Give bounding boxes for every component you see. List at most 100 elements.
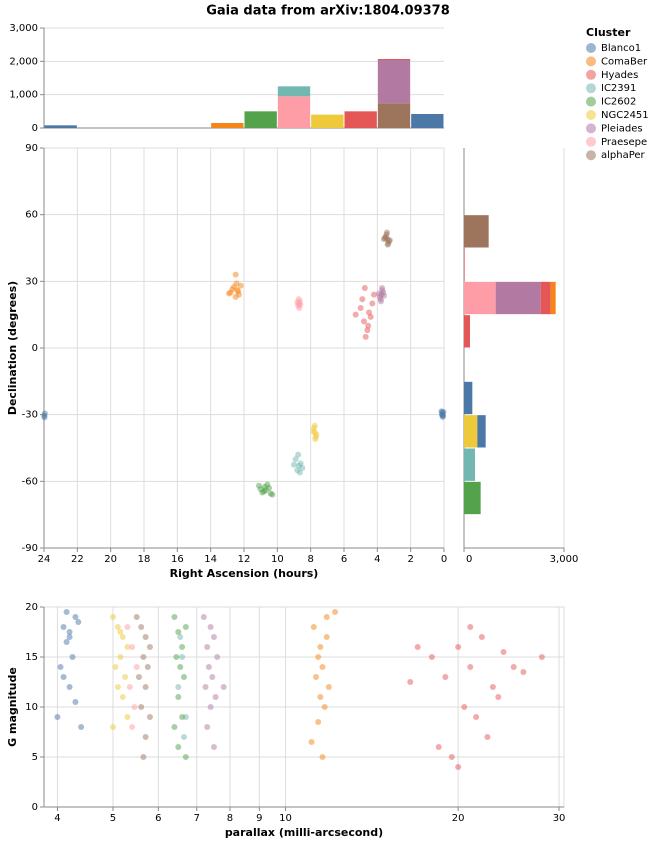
point <box>478 634 485 640</box>
point <box>439 412 446 419</box>
point <box>232 271 239 278</box>
x-tick-label: 24 <box>38 554 51 565</box>
legend-symbol <box>586 96 596 107</box>
point <box>205 664 212 670</box>
legend-symbol <box>586 123 596 134</box>
legend-label: IC2602 <box>601 97 636 108</box>
point <box>133 614 140 620</box>
legend-title: Cluster <box>586 26 631 39</box>
point <box>220 684 227 690</box>
point <box>455 764 462 770</box>
point <box>182 754 189 760</box>
legend-symbol <box>586 56 596 67</box>
point <box>352 311 359 318</box>
point <box>66 629 73 635</box>
point <box>292 456 299 463</box>
point <box>142 684 149 690</box>
legend-symbol <box>586 150 596 161</box>
point <box>414 644 421 650</box>
point <box>455 644 462 650</box>
point <box>75 619 82 625</box>
legend-label: NGC2451 <box>601 110 649 121</box>
point <box>291 461 297 468</box>
point <box>214 654 221 660</box>
point <box>362 333 369 340</box>
point <box>109 724 116 730</box>
point <box>129 644 136 650</box>
x-tick-label: 0 <box>441 554 447 565</box>
legend-label: Blanco1 <box>601 43 641 54</box>
x-tick-label: 18 <box>138 554 151 565</box>
y-tick-label: 10 <box>25 702 38 713</box>
point <box>317 644 324 650</box>
point <box>312 436 319 443</box>
point <box>311 422 318 429</box>
point <box>297 301 304 308</box>
y-tick-label: 0 <box>32 343 38 354</box>
point <box>177 634 184 640</box>
bar <box>464 448 475 481</box>
bar <box>464 215 489 248</box>
point <box>57 664 64 670</box>
point <box>131 704 138 710</box>
point <box>489 684 496 690</box>
point <box>129 724 136 730</box>
x-tick-label: 22 <box>71 554 84 565</box>
legend-label: Pleiades <box>601 123 643 134</box>
point <box>310 624 317 630</box>
bar <box>495 281 541 315</box>
bar <box>244 111 277 128</box>
bar <box>477 415 486 448</box>
point <box>319 754 326 760</box>
point <box>140 754 147 760</box>
point <box>369 300 376 307</box>
point <box>361 285 368 291</box>
point <box>467 664 474 670</box>
point <box>179 654 186 660</box>
point <box>204 724 211 730</box>
point <box>295 451 302 458</box>
bar <box>277 96 311 128</box>
x-tick-label: 4 <box>374 554 380 565</box>
point <box>212 694 219 700</box>
x-tick-label: 6 <box>341 554 347 565</box>
point <box>122 674 129 680</box>
point <box>175 684 182 690</box>
x-tick-label: 30 <box>553 813 566 824</box>
bar <box>464 248 465 281</box>
point <box>321 704 328 710</box>
point <box>442 674 449 680</box>
legend-label: Hyades <box>601 70 638 81</box>
point <box>171 724 178 730</box>
point <box>428 654 435 660</box>
point <box>66 634 73 640</box>
point <box>146 714 153 720</box>
bar <box>44 125 77 128</box>
point <box>146 644 153 650</box>
point <box>226 290 232 297</box>
chart-title: Gaia data from arXiv:1804.09378 <box>206 4 450 19</box>
bar <box>277 86 311 97</box>
point <box>182 624 189 630</box>
point <box>495 694 502 700</box>
point <box>378 298 384 305</box>
point <box>66 684 73 690</box>
x-tick-label: 7 <box>194 813 200 824</box>
point <box>144 664 151 670</box>
point <box>359 296 366 303</box>
point <box>135 674 142 680</box>
point <box>364 327 371 334</box>
point <box>448 754 455 760</box>
point <box>179 714 186 720</box>
point <box>367 313 374 320</box>
legend-symbol <box>586 83 596 94</box>
point <box>60 624 67 630</box>
point <box>384 229 390 236</box>
point <box>177 664 184 670</box>
point <box>78 724 85 730</box>
point <box>315 654 322 660</box>
point <box>379 285 385 291</box>
point <box>114 684 121 690</box>
point <box>473 714 480 720</box>
